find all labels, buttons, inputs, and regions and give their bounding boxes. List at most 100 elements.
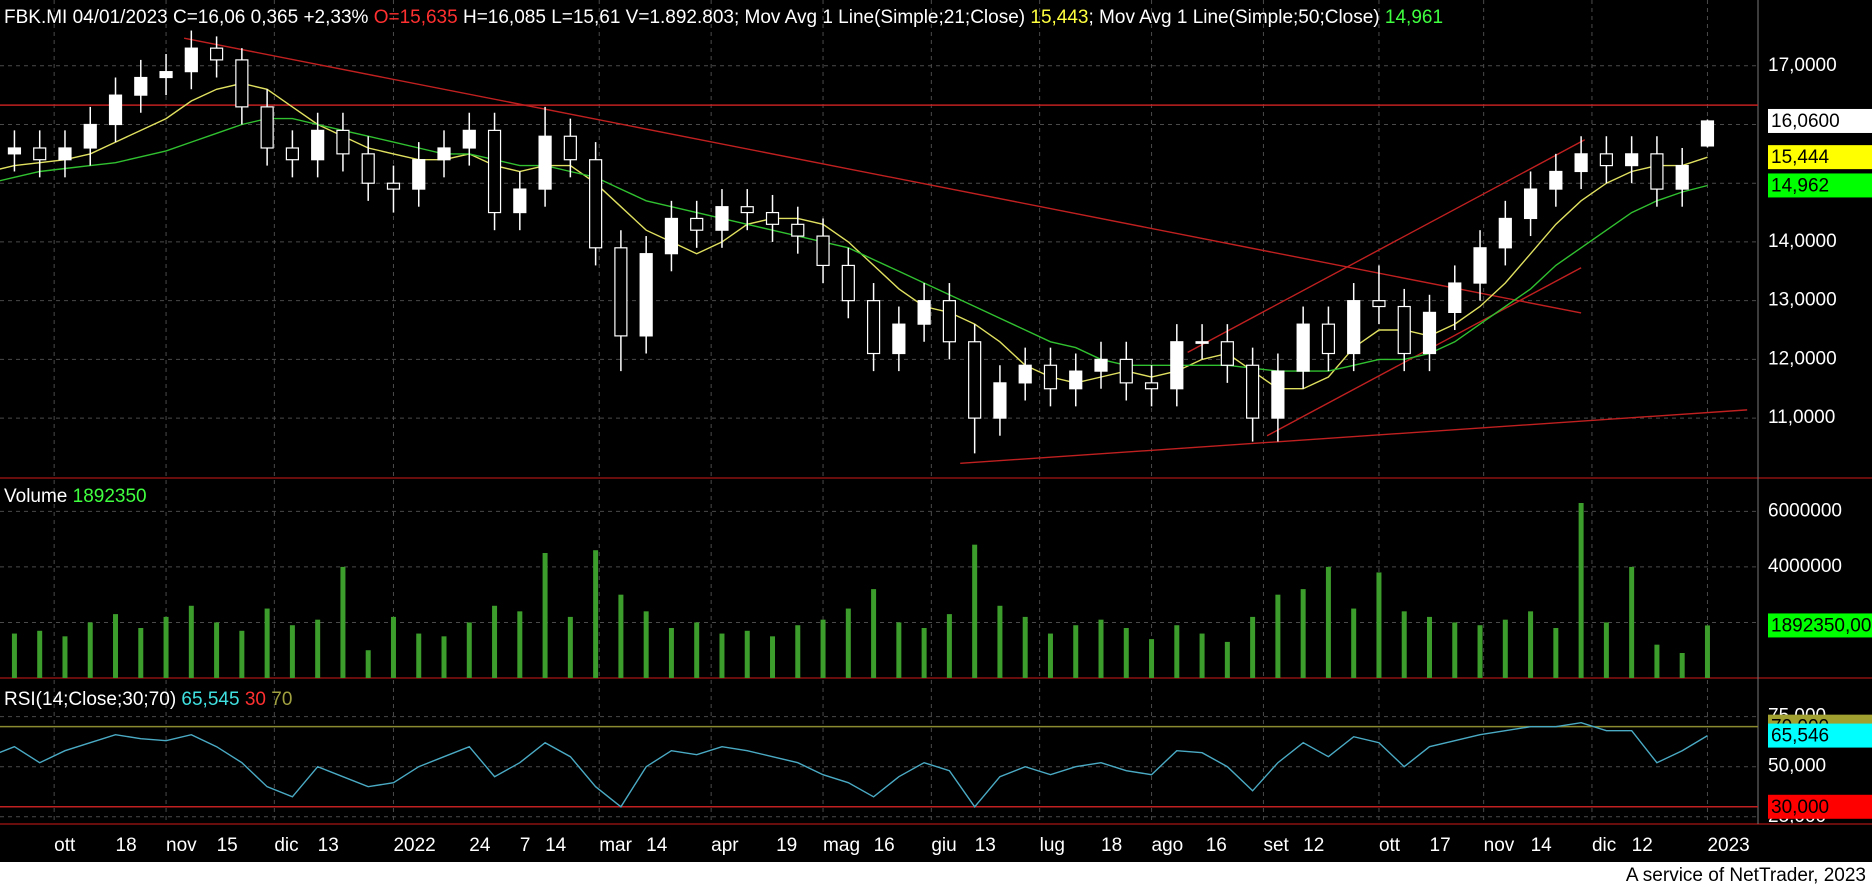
last-value-label: 16,0600 — [1771, 111, 1840, 132]
candle-body — [968, 341, 982, 419]
volume-bar — [466, 622, 472, 678]
x-tick-label: 15 — [217, 835, 238, 856]
candle-body — [1043, 364, 1058, 390]
volume-bar — [593, 550, 599, 678]
candle-body — [311, 129, 325, 161]
header-part: 70 — [266, 689, 292, 710]
volume-bar — [517, 611, 523, 678]
candle-body — [1321, 323, 1336, 355]
candle-body — [1448, 282, 1462, 314]
candle-body — [664, 217, 679, 255]
candle-body — [134, 76, 148, 96]
x-tick-label: 17 — [1430, 835, 1451, 856]
candle-body — [715, 206, 729, 231]
volume-bar — [289, 625, 295, 678]
candle-body — [740, 206, 754, 214]
volume-bar — [1654, 644, 1660, 678]
candle-body — [1246, 364, 1260, 419]
volume-bar — [390, 616, 396, 678]
volume-bar — [1679, 653, 1685, 678]
candle-body — [1473, 247, 1487, 284]
volume-bar — [820, 619, 826, 678]
x-tick-label: 14 — [646, 835, 668, 856]
panel-header: RSI(14;Close;30;70) 65,545 30 70 — [4, 689, 292, 710]
x-tick-label: 13 — [318, 835, 339, 856]
candle-body — [1700, 120, 1715, 147]
last-value-label: 30,000 — [1771, 797, 1829, 818]
candle-body — [336, 129, 350, 155]
header-part: ; Mov Avg 1 Line(Simple;50;Close) — [1089, 7, 1385, 28]
volume-bar — [795, 625, 801, 678]
header-part: RSI(14;Close;30;70) — [4, 689, 181, 710]
x-tick-label: giu — [931, 835, 956, 856]
candle-body — [1347, 300, 1361, 355]
candle-body — [1549, 170, 1563, 190]
candle-body — [993, 382, 1007, 419]
candle-body — [1599, 153, 1613, 167]
moving-average — [0, 82, 1708, 390]
volume-bar — [1174, 625, 1180, 678]
header-part: 14,961 — [1385, 7, 1443, 28]
candle-body — [1397, 305, 1411, 355]
x-tick-label: lug — [1040, 835, 1065, 856]
candle-body — [563, 135, 577, 161]
x-tick-label: 14 — [545, 835, 567, 856]
volume-bar — [1629, 566, 1635, 678]
volume-bar — [618, 594, 624, 678]
volume-bar — [264, 608, 270, 678]
volume-bar — [921, 628, 927, 678]
candle-body — [1498, 217, 1512, 249]
last-value-box — [1768, 108, 1872, 133]
x-tick-label: ott — [1379, 835, 1401, 856]
candle-body — [1195, 341, 1209, 344]
candle-body — [1119, 358, 1133, 384]
volume-bar — [1452, 622, 1458, 678]
candle-body — [487, 129, 502, 214]
candle-body — [209, 47, 224, 61]
candle-body — [1018, 364, 1032, 384]
header-part: 1892350 — [73, 486, 147, 507]
volume-bar — [113, 614, 119, 678]
x-tick-label: dic — [274, 835, 298, 856]
x-tick-label: 18 — [116, 835, 137, 856]
last-value-box — [1768, 613, 1872, 638]
volume-bar — [770, 636, 776, 678]
x-tick-label: apr — [711, 835, 739, 856]
candle-body — [1296, 323, 1310, 372]
volume-bar — [1224, 641, 1230, 678]
volume-bar — [1603, 622, 1609, 678]
plot — [0, 30, 1758, 808]
volume-bar — [1300, 589, 1306, 678]
candle-body — [513, 188, 527, 214]
candle-body — [1094, 358, 1108, 372]
candle-body — [1271, 370, 1285, 419]
candle-body — [285, 147, 299, 161]
volume-bar — [1325, 566, 1331, 678]
candle-body — [260, 106, 274, 149]
y-tick-label: 11,0000 — [1768, 407, 1835, 428]
candle-body — [7, 147, 22, 155]
candle-body — [1069, 370, 1083, 390]
candle-body — [159, 71, 173, 79]
y-tick-label: 17,0000 — [1768, 55, 1837, 76]
volume-bar — [1427, 616, 1433, 678]
header-part: 15,443 — [1030, 7, 1088, 28]
last-value-box — [1768, 173, 1872, 198]
candle-body — [33, 147, 47, 161]
volume-bar — [694, 622, 700, 678]
volume-bar — [1502, 619, 1508, 678]
volume-bar — [567, 616, 573, 678]
candle-body — [386, 182, 401, 190]
y-tick-label: 14,0000 — [1768, 231, 1837, 252]
x-tick-label: ott — [54, 835, 76, 856]
last-value-label: 65,546 — [1771, 726, 1829, 747]
candle-body — [83, 123, 97, 149]
x-tick-label: ago — [1152, 835, 1184, 856]
volume-bar — [719, 633, 725, 678]
volume-bar — [1098, 619, 1104, 678]
y-tick-label: 13,0000 — [1768, 290, 1837, 311]
candle-body — [1422, 311, 1437, 355]
candle-body — [538, 135, 552, 190]
volume-bar — [972, 544, 978, 678]
